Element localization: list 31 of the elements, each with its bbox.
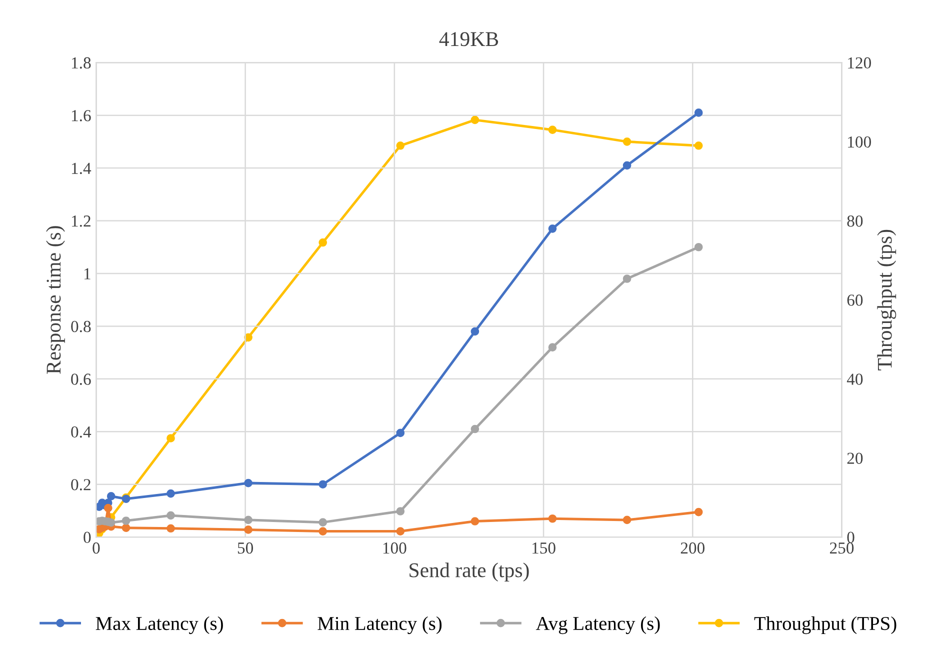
y-tick-label: 1.6	[72, 110, 91, 122]
y2-tick-label: 0	[847, 532, 854, 544]
y-tick-label: 1.4	[72, 162, 92, 174]
chart-title: 419KB	[439, 32, 498, 46]
x-axis-title: Send rate (tps)	[410, 562, 529, 582]
legend-label: Max Latency (s)	[96, 616, 223, 634]
y2-tick-label: 20	[847, 452, 863, 464]
y2-tick-label: 100	[848, 136, 871, 148]
x-tick-label: 200	[680, 542, 705, 554]
y2-tick-label: 40	[846, 374, 863, 385]
y2-tick-label: 60	[847, 294, 863, 306]
x-tick-label: 250	[830, 542, 854, 554]
y-axis-title: Response time (s)	[46, 226, 65, 374]
x-tick-label: 0	[92, 542, 100, 554]
y-tick-label: 0.6	[71, 374, 91, 385]
legend-label: Min Latency (s)	[318, 616, 442, 634]
y-tick-label: 0	[84, 532, 91, 544]
y2-axis-title: Throughput (tps)	[877, 230, 896, 370]
x-tick-label: 150	[532, 542, 556, 554]
y-tick-label: 0.8	[71, 320, 91, 332]
y2-tick-label: 120	[848, 57, 871, 69]
y-tick-label: 1.8	[72, 57, 91, 69]
y-tick-label: 0.2	[71, 479, 90, 490]
y-tick-label: 0.4	[71, 426, 92, 438]
y-tick-label: 1.2	[72, 216, 90, 227]
legend-label: Throughput (TPS)	[754, 616, 896, 634]
legend-label: Avg Latency (s)	[536, 616, 660, 634]
y-tick-label: 1	[84, 268, 90, 280]
y2-tick-label: 80	[847, 215, 863, 227]
x-tick-label: 100	[383, 542, 406, 554]
x-tick-label: 50	[238, 542, 254, 554]
